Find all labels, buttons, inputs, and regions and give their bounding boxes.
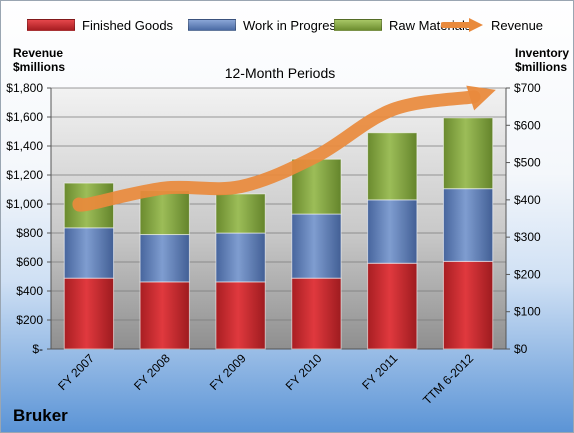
left-tick-label: $200 xyxy=(16,313,43,327)
legend: Finished Goods Work in Progress Raw Mate… xyxy=(1,15,573,35)
x-tick-label: TTM 6-2012 xyxy=(420,351,476,407)
left-tick-label: $1,800 xyxy=(6,81,43,95)
right-tick-label: $100 xyxy=(514,305,541,319)
x-tick-label: FY 2008 xyxy=(131,351,173,393)
revenue-line xyxy=(72,90,481,212)
right-axis-title: Inventory $millions xyxy=(515,46,569,74)
bar-work-in-progress xyxy=(63,227,115,279)
bar-work-in-progress xyxy=(291,213,342,279)
right-tick-label: $400 xyxy=(514,193,541,207)
right-tick-label: $0 xyxy=(514,342,528,356)
left-axis-title-line1: Revenue xyxy=(13,46,64,60)
revenue-arrow-head xyxy=(466,85,496,111)
left-tick-label: $1,200 xyxy=(6,168,43,182)
right-tick-label: $700 xyxy=(514,81,541,95)
bar-work-in-progress xyxy=(139,234,190,283)
left-tick-label: $800 xyxy=(16,226,43,240)
legend-label-revenue: Revenue xyxy=(491,17,544,33)
bar-raw-materials xyxy=(139,190,190,236)
legend-swatch-finished-goods xyxy=(27,19,75,31)
legend-item-finished-goods: Finished Goods xyxy=(27,15,173,35)
left-axis-title: Revenue $millions xyxy=(13,46,65,74)
legend-item-revenue: Revenue xyxy=(441,15,543,35)
legend-swatch-work-in-progress xyxy=(188,19,236,31)
bar-finished-goods xyxy=(215,281,266,350)
legend-label-work-in-progress: Work in Progress xyxy=(243,17,343,33)
legend-swatch-raw-materials xyxy=(334,19,382,31)
bar-work-in-progress xyxy=(442,188,494,262)
bar-finished-goods xyxy=(442,260,494,350)
x-tick-label: FY 2007 xyxy=(55,351,97,393)
right-tick-label: $300 xyxy=(514,230,541,244)
bar-work-in-progress xyxy=(367,199,418,264)
left-tick-label: $1,400 xyxy=(6,139,43,153)
left-tick-label: $- xyxy=(32,342,43,356)
legend-arrow-revenue xyxy=(441,18,483,32)
left-axis-title-line2: $millions xyxy=(13,60,66,74)
legend-item-work-in-progress: Work in Progress xyxy=(188,15,342,35)
bar-finished-goods xyxy=(139,281,190,350)
right-tick-label: $500 xyxy=(514,156,541,170)
left-tick-label: $600 xyxy=(16,255,43,269)
plot-area xyxy=(51,88,506,349)
company-name: Bruker xyxy=(13,406,68,425)
bar-raw-materials xyxy=(367,132,418,201)
right-tick-label: $200 xyxy=(514,267,541,281)
legend-item-raw-materials: Raw Materials xyxy=(334,15,471,35)
bar-finished-goods xyxy=(367,262,418,350)
left-tick-label: $400 xyxy=(16,284,43,298)
x-tick-label: FY 2009 xyxy=(207,351,249,393)
bar-raw-materials xyxy=(215,193,266,234)
legend-label-raw-materials: Raw Materials xyxy=(389,17,472,33)
right-tick-label: $600 xyxy=(514,118,541,132)
bar-work-in-progress xyxy=(215,232,266,283)
x-tick-label: FY 2011 xyxy=(359,351,400,392)
bar-raw-materials xyxy=(442,117,494,190)
right-axis-title-line1: Inventory xyxy=(515,46,570,60)
left-tick-label: $1,600 xyxy=(6,110,43,124)
right-axis-title-line2: $millions xyxy=(515,60,568,74)
legend-label-finished-goods: Finished Goods xyxy=(82,17,174,33)
x-tick-label: FY 2010 xyxy=(283,351,325,393)
chart-title: 12-Month Periods xyxy=(224,65,336,81)
bar-finished-goods xyxy=(291,277,342,350)
bar-finished-goods xyxy=(63,277,115,350)
left-tick-label: $1,000 xyxy=(6,197,43,211)
